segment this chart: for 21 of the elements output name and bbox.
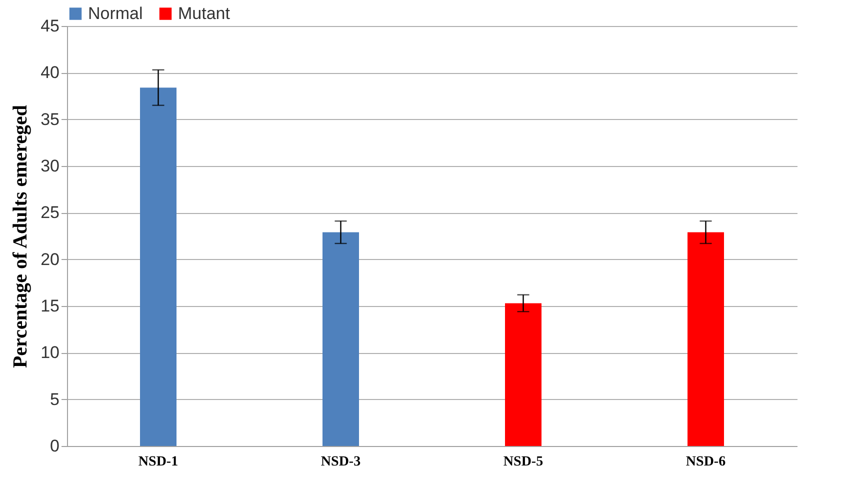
y-tick-label: 10 — [40, 343, 60, 362]
legend-label: Normal — [88, 4, 143, 23]
x-tick-label: NSD-1 — [138, 454, 178, 470]
y-tick-label: 15 — [40, 296, 60, 316]
y-axis-title: Percentage of Adults emereged — [10, 104, 32, 368]
y-tick-label: 5 — [50, 390, 60, 409]
bar — [322, 232, 359, 446]
bar — [688, 232, 724, 446]
legend-label: Mutant — [178, 4, 230, 23]
y-tick-label: 40 — [40, 63, 60, 82]
y-tick-label: 0 — [50, 436, 60, 456]
y-tick-label: 25 — [40, 203, 60, 222]
y-tick-label: 45 — [40, 16, 60, 36]
y-tick-label: 35 — [40, 110, 60, 129]
y-tick-label: 30 — [40, 156, 60, 176]
bar — [140, 88, 176, 446]
y-tick-label: 20 — [40, 250, 60, 269]
bar — [505, 303, 542, 446]
x-tick-label: NSD-3 — [320, 454, 361, 470]
x-tick-label: NSD-6 — [686, 454, 726, 470]
x-tick-label: NSD-5 — [503, 454, 544, 470]
